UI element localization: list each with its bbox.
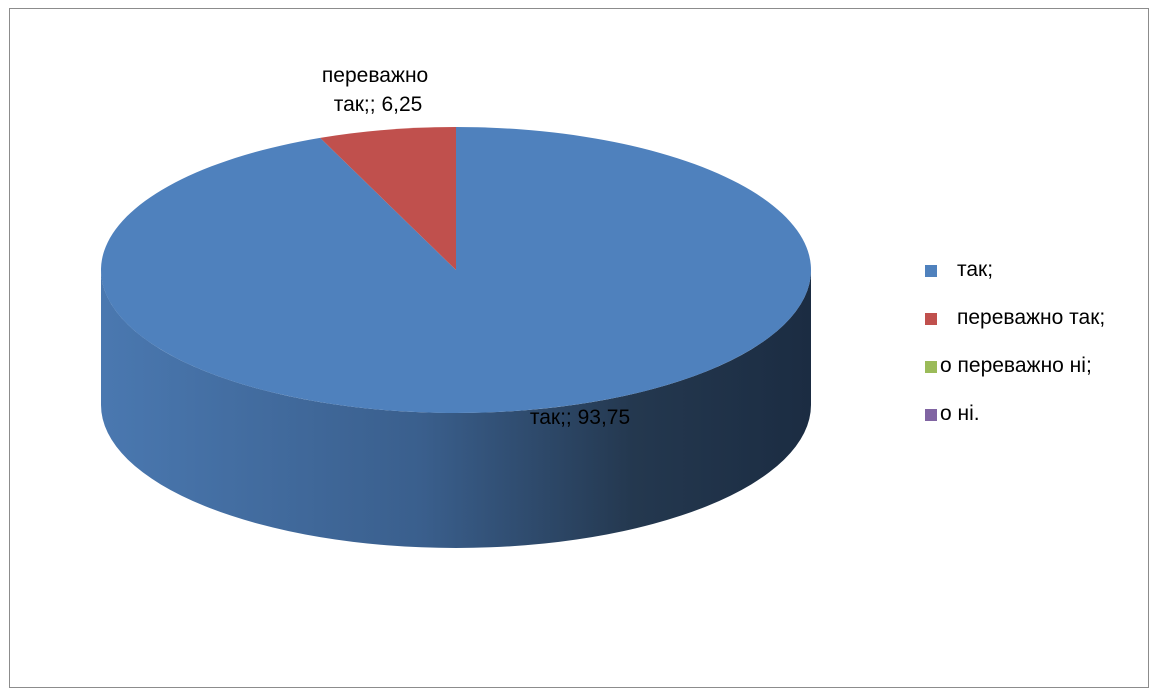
legend-item-ni: о ні. [910, 402, 1150, 450]
data-label-tak: так;; 93,75 [530, 406, 630, 429]
legend-item-tak: так; [910, 258, 1150, 306]
legend-label-ni: о ні. [940, 402, 980, 426]
legend: так; переважно так; о переважно ні; о ні… [910, 258, 1150, 450]
legend-swatch-tak [925, 265, 937, 277]
legend-label-perevazhno-tak: переважно так; [957, 306, 1105, 330]
legend-item-perevazhno-ni: о переважно ні; [910, 354, 1150, 402]
legend-swatch-perevazhno-ni [925, 361, 937, 373]
legend-swatch-ni [925, 409, 937, 421]
legend-label-tak: так; [957, 258, 993, 282]
legend-item-perevazhno-tak: переважно так; [910, 306, 1150, 354]
legend-label-perevazhno-ni: о переважно ні; [940, 354, 1092, 378]
data-label-perevazhno-tak: переважно так;; 6,25 [322, 64, 434, 116]
legend-swatch-perevazhno-tak [925, 313, 937, 325]
